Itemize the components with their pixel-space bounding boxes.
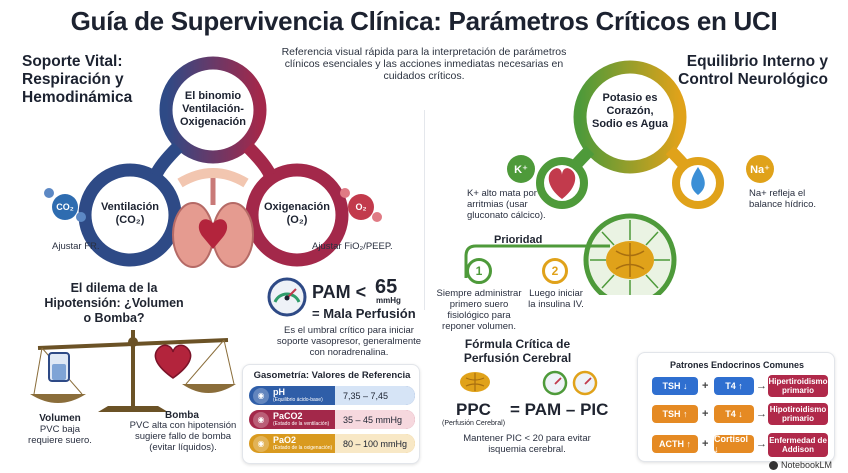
- right-section-title: Equilibrio Interno y Control Neurológico: [678, 53, 828, 88]
- gauge-icon: [542, 370, 568, 396]
- endo-a-1: TSH ↓: [652, 377, 698, 395]
- endocrino-card: Patrones Endocrinos Comunes TSH ↓ + T4 ↑…: [637, 352, 835, 462]
- perfusion-title: Fórmula Crítica de Perfusión Cerebral: [463, 337, 572, 365]
- ppc-label: PPC: [456, 400, 491, 419]
- binomio-label: El binomio Ventilación-Oxigenación: [179, 90, 247, 128]
- gas-row: ◉ PaCO2 (Estado de la ventilación) 35 – 4…: [249, 410, 415, 429]
- volumen-title: Volumen: [39, 413, 81, 424]
- endo-result-1: Hipertiroidismo primario: [768, 375, 828, 397]
- arrow-icon: →: [756, 380, 767, 392]
- arrow-icon: →: [756, 408, 767, 420]
- arrow-icon: →: [756, 438, 767, 450]
- brain-circuit-icon: [583, 213, 677, 295]
- page-title: Guía de Supervivencia Clínica: Parámetro…: [70, 6, 778, 36]
- potasio-label: Potasio es Corazón, Sodio es Agua: [592, 92, 668, 130]
- pam-description: Es el umbral crítico para iniciar soport…: [276, 325, 422, 358]
- gauge-icon: [572, 370, 598, 396]
- ajustar-fr-text: Ajustar FR.: [52, 241, 100, 252]
- footer-brand: NotebookLM: [769, 460, 832, 470]
- ppc-formula: = PAM – PIC: [510, 400, 609, 419]
- footer-text: NotebookLM: [781, 460, 833, 470]
- left-section-title: Soporte Vital: Respiración y Hemodinámic…: [22, 53, 133, 106]
- gauge-icon: [266, 276, 308, 318]
- brain-icon: [458, 370, 492, 394]
- endo-result-2: Hipotiroidismo primario: [768, 403, 828, 425]
- step-1-text: Siempre administrar primero suero fisiol…: [436, 288, 522, 332]
- endocrino-title: Patrones Endocrinos Comunes: [669, 360, 805, 370]
- endo-a-2: TSH ↑: [652, 405, 698, 423]
- notebooklm-logo-icon: [769, 460, 778, 470]
- divider-line: [424, 110, 425, 310]
- endo-b-2: T4 ↓: [714, 405, 754, 423]
- ventilacion-label: Ventilación (CO₂): [100, 201, 160, 226]
- gasometria-title: Gasometría: Valores de Referencia: [253, 370, 411, 381]
- drop-icon: ◉: [253, 435, 269, 452]
- gasometria-card: Gasometría: Valores de Referencia ◉ pH (E…: [242, 364, 420, 464]
- page-subtitle: Referencia visual rápida para la interpr…: [281, 46, 567, 82]
- gas-row: ◉ PaO2 (Estado de la oxigenación) 80 – 10…: [249, 434, 415, 453]
- pam-value: 65: [375, 276, 398, 298]
- potassium-icon: K⁺: [507, 155, 535, 183]
- iv-bag-icon: [40, 350, 80, 394]
- ppc-sub: (Perfusión Cerebral): [442, 420, 506, 427]
- step-2-text: Luego iniciar la insulina IV.: [528, 288, 584, 310]
- prioridad-label: Prioridad: [494, 234, 543, 246]
- oxigenacion-label: Oxigenación (O₂): [263, 201, 331, 226]
- bomba-title: Bomba: [165, 410, 199, 421]
- na-text: Na+ refleja el balance hídrico.: [749, 188, 817, 210]
- plus-icon: +: [702, 408, 709, 420]
- co2-molecule-icon: CO₂: [44, 188, 86, 224]
- mala-perfusion-label: = Mala Perfusión: [312, 306, 416, 321]
- priority-line: [464, 244, 610, 278]
- plus-icon: +: [702, 380, 709, 392]
- lungs-heart-icon: [172, 168, 254, 268]
- ventilation-oxygenation-diagram: [78, 56, 349, 268]
- endo-b-3: Cortisol ↓: [714, 434, 754, 454]
- lungs-icon: ◉: [253, 387, 269, 404]
- gas-row: ◉ pH (Equilibrio ácido-base) 7,35 – 7,45: [249, 386, 415, 405]
- plus-icon: +: [702, 438, 709, 450]
- balance-scale-icon: [30, 330, 236, 412]
- o2-molecule-icon: O₂: [340, 188, 382, 224]
- heart-pump-icon: [150, 338, 196, 384]
- pam-unit: mmHg: [376, 296, 401, 305]
- sodium-icon: Na⁺: [746, 155, 774, 183]
- electrolyte-diagram: [536, 60, 724, 295]
- lungs-icon: ◉: [253, 411, 269, 428]
- perfusion-note: Mantener PIC < 20 para evitar isquemia c…: [463, 433, 591, 455]
- volumen-text: PVC baja requiere suero.: [28, 424, 92, 446]
- ajustar-fio2-text: Ajustar FiO₂/PEEP.: [312, 241, 393, 252]
- step-2-badge: 2: [542, 258, 568, 284]
- pam-label: PAM <: [312, 282, 367, 302]
- endo-b-1: T4 ↑: [714, 377, 754, 395]
- endo-result-3: Enfermedad de Addison: [768, 433, 828, 457]
- step-1-badge: 1: [466, 258, 492, 284]
- dilema-title: El dilema de la Hipotensión: ¿Volumen o …: [44, 281, 184, 325]
- k-text: K+ alto mata por arritmias (usar glucona…: [467, 188, 546, 221]
- bomba-text: PVC alta con hipotensión sugiere fallo d…: [129, 420, 237, 453]
- endo-a-3: ACTH ↑: [652, 435, 698, 453]
